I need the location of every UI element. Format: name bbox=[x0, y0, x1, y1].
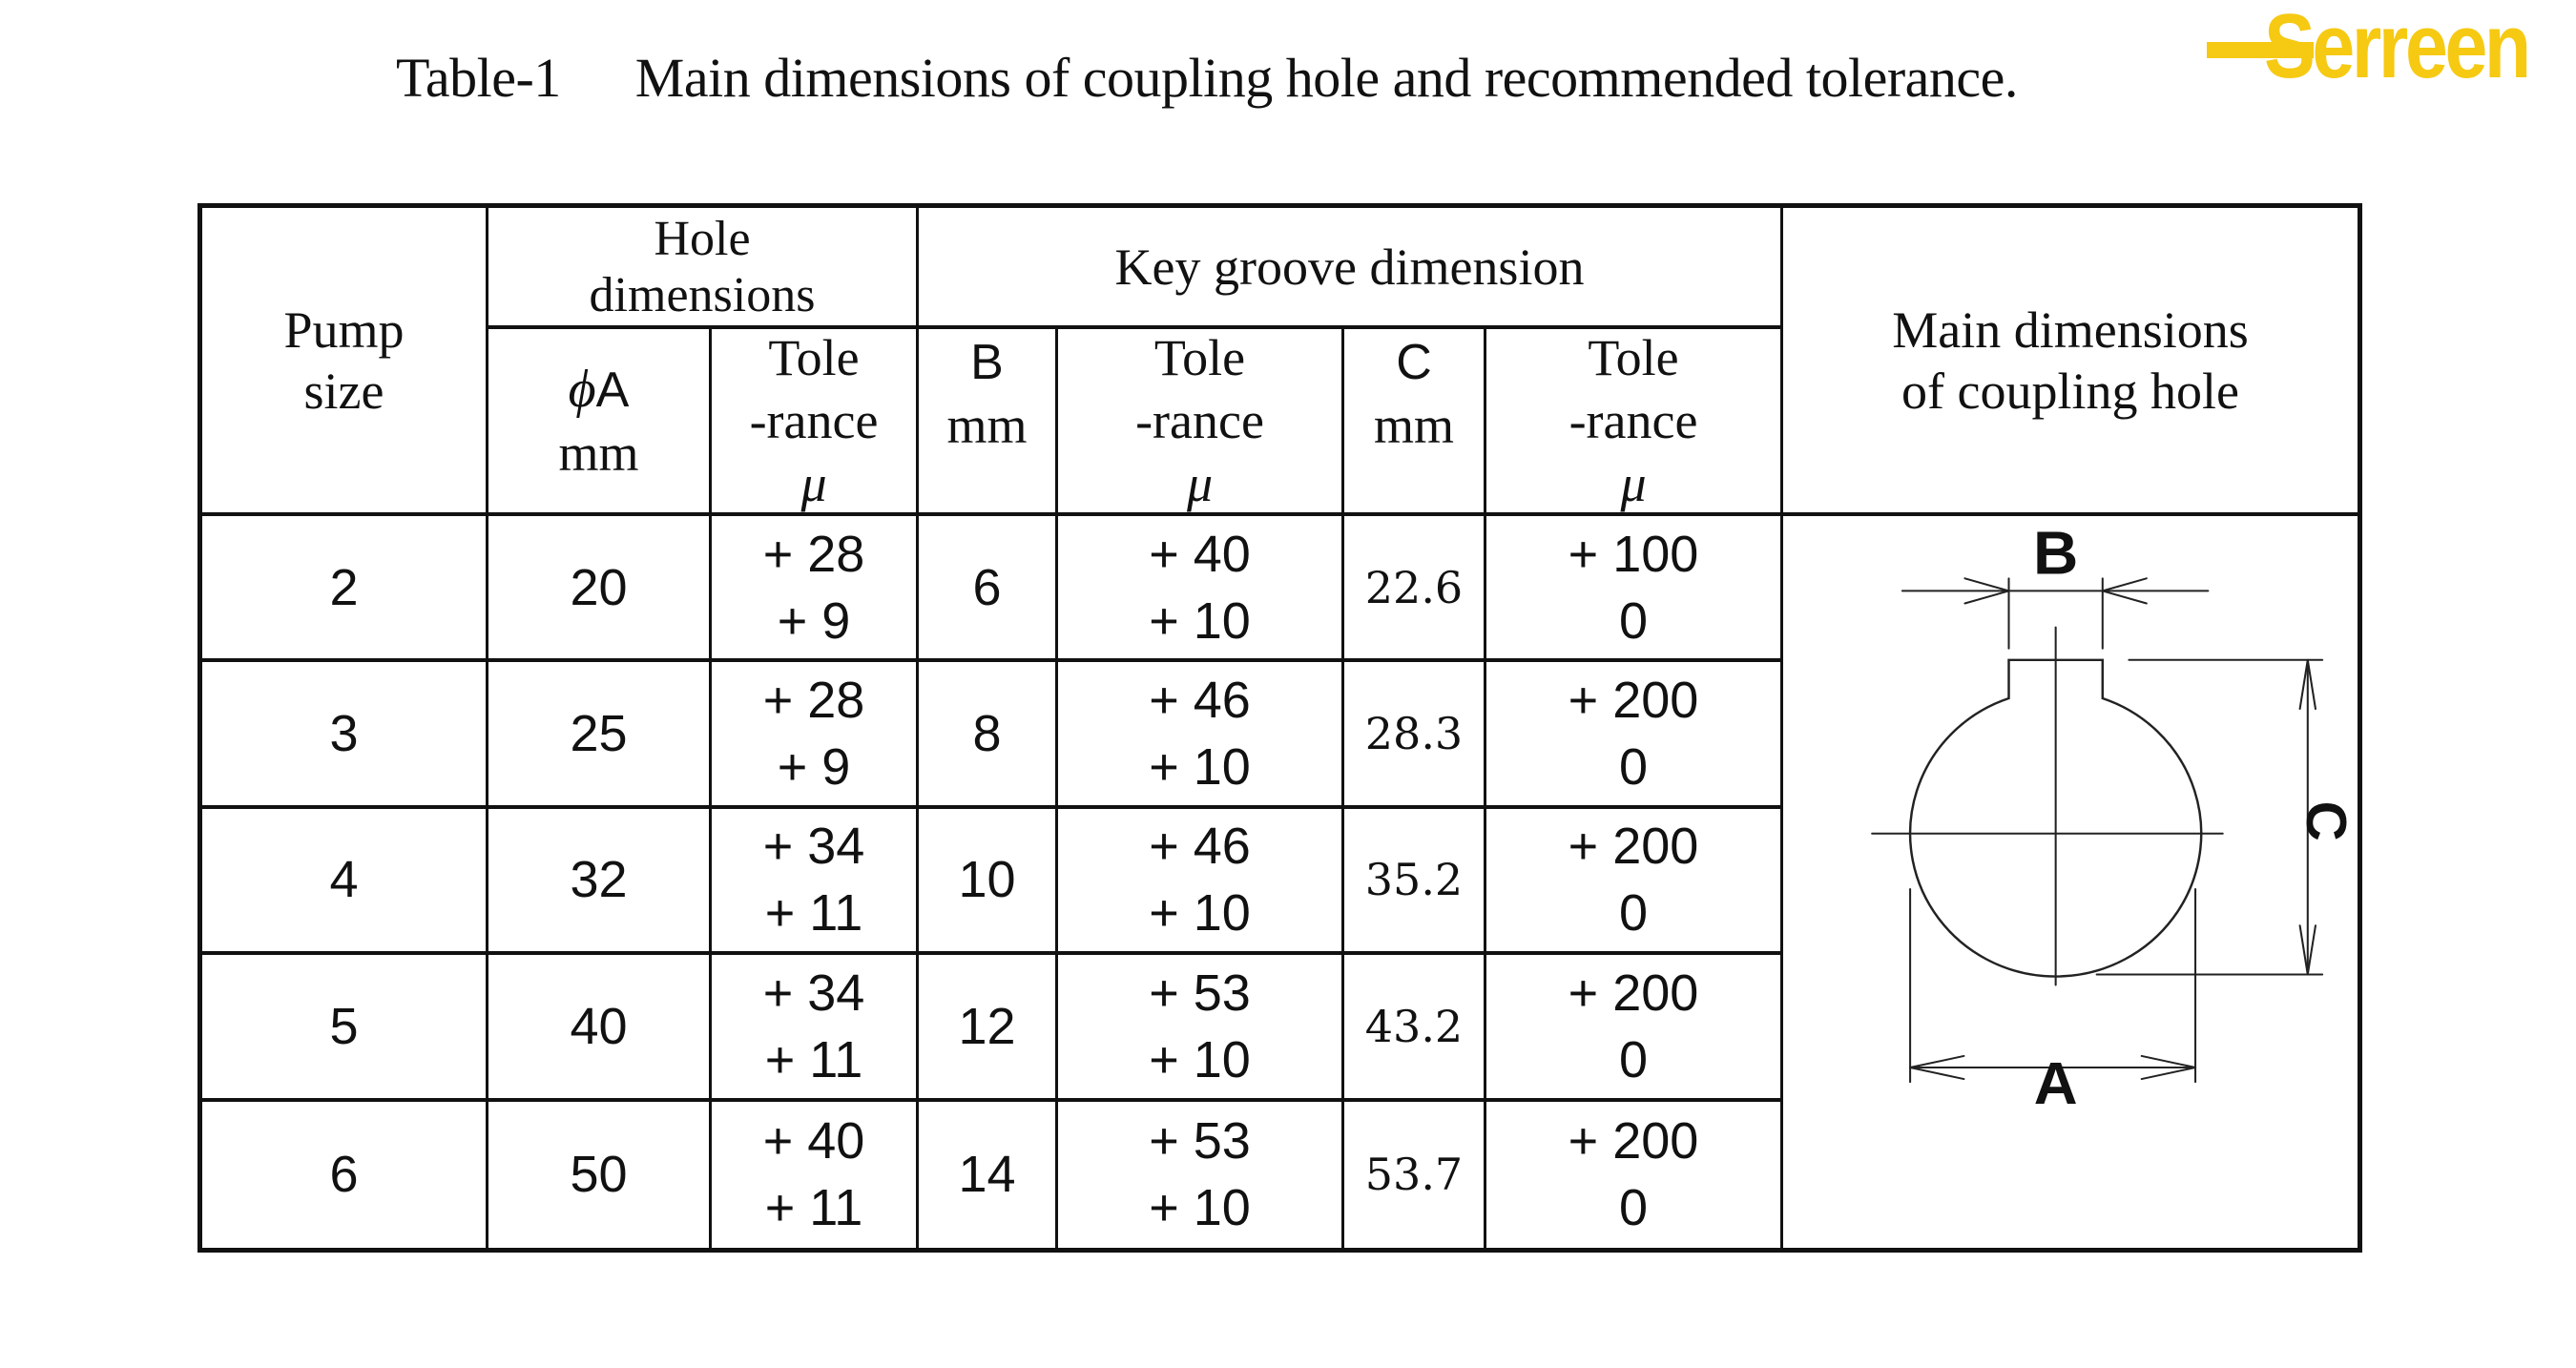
c-dimension-label: C bbox=[2295, 801, 2358, 841]
groove-width-value: 14 bbox=[919, 1101, 1058, 1248]
groove-depth-value: 43.2 bbox=[1344, 955, 1486, 1102]
groove-width-tolerance-value: + 40 + 10 bbox=[1058, 516, 1344, 663]
pump-size-value: 2 bbox=[202, 516, 488, 663]
c-arrow-bottom bbox=[2298, 924, 2316, 975]
hole-tolerance-value: + 40 + 11 bbox=[712, 1101, 919, 1248]
groove-width-value: 8 bbox=[919, 662, 1058, 809]
groove-depth-tolerance-value: + 200 0 bbox=[1486, 662, 1783, 809]
groove-depth-value: 28.3 bbox=[1344, 662, 1486, 809]
c-arrow-top bbox=[2298, 659, 2316, 711]
hole-diameter-value: 32 bbox=[488, 808, 712, 956]
hole-diameter-value: 50 bbox=[488, 1101, 712, 1248]
title-text: Main dimensions of coupling hole and rec… bbox=[634, 47, 2019, 109]
groove-width-tolerance-value: + 46 + 10 bbox=[1058, 808, 1344, 956]
hole-tolerance-value: + 28 + 9 bbox=[712, 516, 919, 663]
logo: Serreen bbox=[2207, 0, 2569, 97]
hole-diameter-value: 40 bbox=[488, 955, 712, 1102]
hole-diameter-value: 25 bbox=[488, 662, 712, 809]
subheader-b: B mm bbox=[919, 329, 1058, 516]
groove-depth-value: 22.6 bbox=[1344, 516, 1486, 663]
b-arrow-right bbox=[2099, 577, 2148, 605]
a-arrow-left bbox=[1909, 1054, 1965, 1081]
header-pump-size: Pump size bbox=[202, 208, 488, 516]
header-key-groove: Key groove dimension bbox=[919, 208, 1783, 329]
b-dimension-label: B bbox=[2033, 518, 2078, 587]
logo-dash bbox=[2207, 42, 2314, 58]
groove-depth-tolerance-value: + 200 0 bbox=[1486, 808, 1783, 956]
logo-text: Serreen bbox=[2264, 0, 2531, 97]
b-arrow-left bbox=[1963, 577, 2013, 605]
groove-depth-value: 35.2 bbox=[1344, 808, 1486, 956]
groove-width-tolerance-value: + 53 + 10 bbox=[1058, 955, 1344, 1102]
header-main-dimensions: Main dimensions of coupling hole bbox=[1783, 208, 2358, 516]
groove-depth-tolerance-value: + 100 0 bbox=[1486, 516, 1783, 663]
groove-depth-value: 53.7 bbox=[1344, 1101, 1486, 1248]
groove-width-value: 6 bbox=[919, 516, 1058, 663]
pump-size-value: 5 bbox=[202, 955, 488, 1102]
a-arrow-right bbox=[2140, 1054, 2196, 1081]
pump-size-value: 6 bbox=[202, 1101, 488, 1248]
hole-tolerance-value: + 34 + 11 bbox=[712, 808, 919, 956]
a-dimension-label: A bbox=[2034, 1051, 2078, 1117]
subheader-tolerance-b: Tole -rance μ bbox=[1058, 329, 1344, 516]
hole-diameter-value: 20 bbox=[488, 516, 712, 663]
groove-width-tolerance-value: + 46 + 10 bbox=[1058, 662, 1344, 809]
hole-tolerance-value: + 34 + 11 bbox=[712, 955, 919, 1102]
page-title: Table-1 Main dimensions of coupling hole … bbox=[396, 46, 2018, 110]
phi-symbol: ϕ bbox=[568, 359, 596, 419]
dimensions-table: Pump size Hole dimensions Key groove dim… bbox=[197, 203, 2362, 1253]
table-number: Table-1 bbox=[396, 47, 561, 109]
groove-depth-tolerance-value: + 200 0 bbox=[1486, 955, 1783, 1102]
groove-width-tolerance-value: + 53 + 10 bbox=[1058, 1101, 1344, 1248]
header-hole-dimensions: Hole dimensions bbox=[488, 208, 919, 329]
subheader-c: C mm bbox=[1344, 329, 1486, 516]
coupling-hole-drawing: B C A bbox=[1871, 518, 2358, 1117]
groove-depth-tolerance-value: + 200 0 bbox=[1486, 1101, 1783, 1248]
subheader-tolerance-a: Tole -rance μ bbox=[712, 329, 919, 516]
hole-outline bbox=[1908, 658, 2203, 978]
subheader-tolerance-c: Tole -rance μ bbox=[1486, 329, 1783, 516]
groove-width-value: 10 bbox=[919, 808, 1058, 956]
subheader-phi-a: ϕA mm bbox=[488, 329, 712, 516]
pump-size-value: 4 bbox=[202, 808, 488, 956]
pump-size-value: 3 bbox=[202, 662, 488, 809]
coupling-hole-diagram: B C A bbox=[1783, 516, 2358, 1248]
hole-tolerance-value: + 28 + 9 bbox=[712, 662, 919, 809]
groove-width-value: 12 bbox=[919, 955, 1058, 1102]
